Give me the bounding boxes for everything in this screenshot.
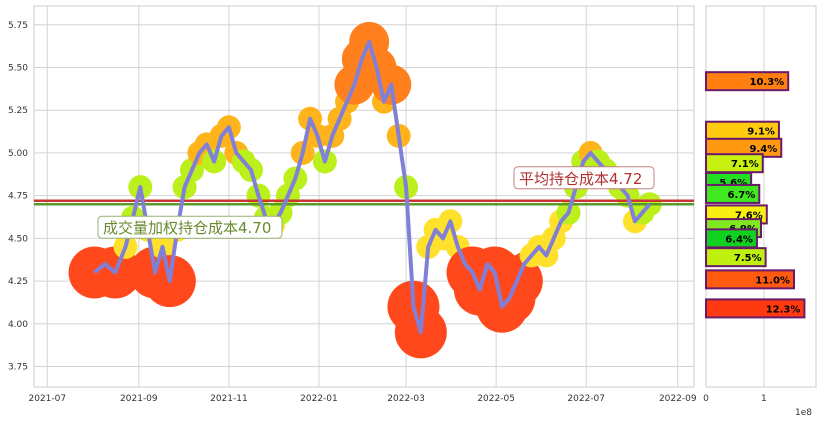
distribution-bar-label: 7.1% xyxy=(731,159,759,170)
y-tick-label: 5.50 xyxy=(8,64,28,74)
distribution-bar-label: 6.7% xyxy=(728,190,756,201)
distribution-bar-label: 7.5% xyxy=(734,253,762,264)
x-tick-label: 2021-11 xyxy=(210,394,248,404)
x-tick-label: 2022-09 xyxy=(659,394,697,404)
distribution-bar-label: 5.6% xyxy=(719,178,747,189)
cost-distribution-panel: 011e810.3%9.1%9.4%7.1%5.6%6.7%7.6%6.9%6.… xyxy=(703,5,817,418)
side-x-tick-label: 0 xyxy=(703,394,709,404)
y-tick-label: 3.75 xyxy=(8,362,28,372)
distribution-bar-label: 6.4% xyxy=(725,234,753,245)
y-tick-label: 5.25 xyxy=(8,106,28,116)
y-tick-label: 4.00 xyxy=(8,320,28,330)
distribution-bar xyxy=(705,247,767,268)
distribution-bar xyxy=(705,183,761,204)
offset-label: 1e8 xyxy=(795,408,812,418)
y-tick-label: 5.00 xyxy=(8,149,28,159)
y-tick-label: 4.75 xyxy=(8,192,28,202)
y-tick-label: 5.75 xyxy=(8,21,28,31)
distribution-bar-label: 9.1% xyxy=(747,127,775,138)
vwap-cost-annotation: 成交量加权持仓成本4.70 xyxy=(97,215,283,239)
distribution-bar-label: 11.0% xyxy=(755,275,790,286)
annotation-box xyxy=(513,166,655,190)
avg-cost-annotation: 平均持仓成本4.72 xyxy=(513,166,655,190)
annotation-box xyxy=(97,215,283,239)
distribution-bar xyxy=(705,71,790,92)
distribution-bar-label: 9.4% xyxy=(750,144,778,155)
x-tick-label: 2022-03 xyxy=(387,394,425,404)
x-tick-label: 2022-07 xyxy=(567,394,605,404)
x-tick-label: 2021-07 xyxy=(28,394,66,404)
y-tick-label: 4.25 xyxy=(8,277,28,287)
x-tick-label: 2021-09 xyxy=(120,394,158,404)
price-line xyxy=(93,39,652,335)
side-x-tick-label: 1 xyxy=(761,394,767,404)
distribution-bar-label: 7.6% xyxy=(735,210,763,221)
distribution-bar xyxy=(705,298,806,319)
vwap-cost-label: 成交量加权持仓成本4.70 xyxy=(103,219,271,237)
y-tick-label: 4.50 xyxy=(8,234,28,244)
x-tick-label: 2022-01 xyxy=(300,394,338,404)
distribution-bar-label: 10.3% xyxy=(750,77,785,88)
x-tick-label: 2022-05 xyxy=(477,394,515,404)
price-chart-panel: 3.75 4.00 4.25 4.50 4.75 5.00 5.25 5.50 5.75 2021… xyxy=(8,5,697,404)
avg-cost-label: 平均持仓成本4.72 xyxy=(519,170,642,188)
distribution-bar xyxy=(705,269,795,290)
distribution-bar-label: 12.3% xyxy=(766,304,801,315)
